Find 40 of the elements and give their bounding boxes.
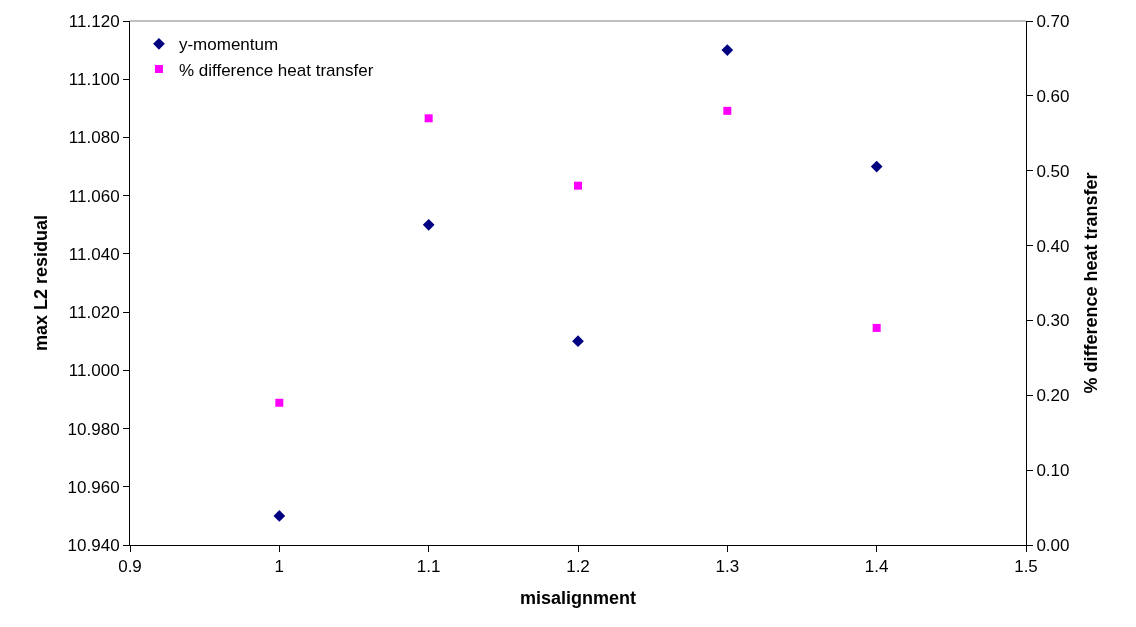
point xyxy=(424,114,433,123)
legend-label: % difference heat transfer xyxy=(178,60,374,80)
point xyxy=(721,44,734,56)
y2-tick-label: 0.20 xyxy=(1036,386,1070,406)
point xyxy=(872,323,881,332)
y2-tick-label: 0.00 xyxy=(1036,535,1070,555)
y-tick-label: 11.060 xyxy=(68,186,120,206)
y2-tick-label: 0.10 xyxy=(1036,461,1070,481)
x-tick-label: 0.9 xyxy=(118,557,142,577)
y-tick-label: 11.040 xyxy=(68,244,120,264)
y2-tick-label: 0.70 xyxy=(1036,11,1070,31)
point xyxy=(572,335,584,348)
y2-tick-label: 0.60 xyxy=(1036,86,1070,106)
x-tick-label: 1.2 xyxy=(566,557,590,577)
x-tick-label: 1 xyxy=(274,557,285,577)
x-tick-label: 1.5 xyxy=(1014,557,1038,577)
point xyxy=(275,398,284,407)
y-tick-label: 11.020 xyxy=(68,303,120,323)
point xyxy=(422,218,435,231)
x-axis-title: misalignment xyxy=(519,587,637,608)
x-tick-label: 1.4 xyxy=(864,557,889,577)
point xyxy=(723,106,732,115)
y-axis-title: max L2 residual xyxy=(30,214,51,352)
point xyxy=(574,181,582,190)
legend-label: y-momentum xyxy=(178,35,279,55)
y2-tick-label: 0.30 xyxy=(1036,311,1070,331)
x-tick-label: 1.3 xyxy=(715,557,740,577)
point xyxy=(870,160,883,173)
y-tick-label: 10.980 xyxy=(67,419,120,439)
y-tick-label: 11.120 xyxy=(68,11,120,31)
x-tick-label: 1.1 xyxy=(416,557,441,577)
y-tick-label: 11.100 xyxy=(68,70,120,90)
y-tick-label: 10.940 xyxy=(67,535,120,555)
y2-axis-title: % difference heat transfer xyxy=(1080,172,1101,394)
y2-tick-label: 0.50 xyxy=(1036,161,1070,181)
y-tick-label: 11.000 xyxy=(68,361,120,381)
y-tick-label: 11.080 xyxy=(68,128,120,148)
point xyxy=(273,510,286,522)
y2-tick-label: 0.40 xyxy=(1036,236,1070,256)
y-tick-label: 10.960 xyxy=(67,477,120,497)
